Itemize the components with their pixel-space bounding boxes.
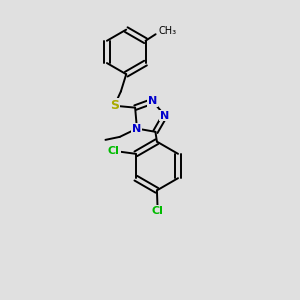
Text: N: N: [132, 124, 142, 134]
Text: CH₃: CH₃: [158, 26, 176, 36]
Text: Cl: Cl: [152, 206, 164, 216]
Text: S: S: [110, 99, 119, 112]
Text: N: N: [148, 96, 158, 106]
Text: Cl: Cl: [108, 146, 120, 156]
Text: N: N: [160, 111, 170, 121]
